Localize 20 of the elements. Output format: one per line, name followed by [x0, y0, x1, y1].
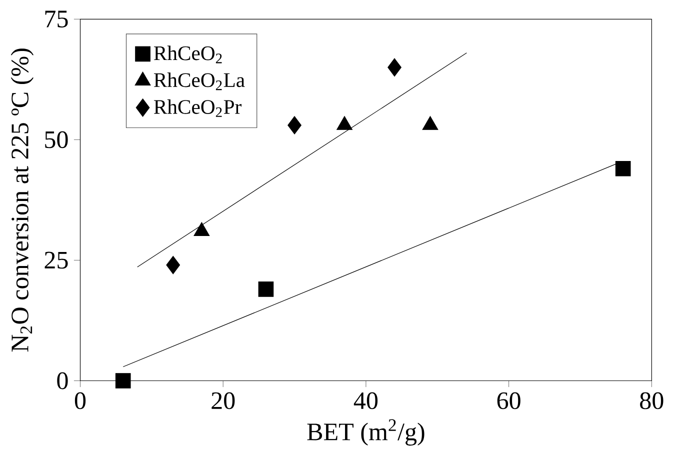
- point: [258, 281, 274, 297]
- legend-label: RhCeO$_{2}$La: [154, 72, 245, 90]
- point: [388, 58, 402, 76]
- point: [166, 256, 180, 274]
- x-tick-label: 60: [497, 392, 520, 409]
- legend-label: RhCeO$_{2}$: [154, 45, 222, 64]
- point: [115, 372, 131, 388]
- y-tick-label: 0: [57, 372, 68, 390]
- legend-label: RhCeO$_{2}$Pr: [154, 99, 242, 117]
- x-tick-label: 0: [74, 392, 86, 409]
- y-tick-label: 50: [45, 131, 68, 148]
- x-tick-label: 20: [212, 392, 235, 409]
- x-tick-label: 40: [354, 392, 378, 409]
- y-axis-title: N$_{2}$O conversion at 225 ºC (%): [10, 48, 34, 352]
- x-tick-label: 80: [640, 392, 664, 409]
- point: [615, 160, 631, 176]
- y-tick-label: 75: [45, 10, 68, 28]
- x-axis-title: BET (m$^{2}$/g): [307, 419, 424, 446]
- y-tick-label: 25: [44, 252, 68, 268]
- point: [288, 116, 302, 134]
